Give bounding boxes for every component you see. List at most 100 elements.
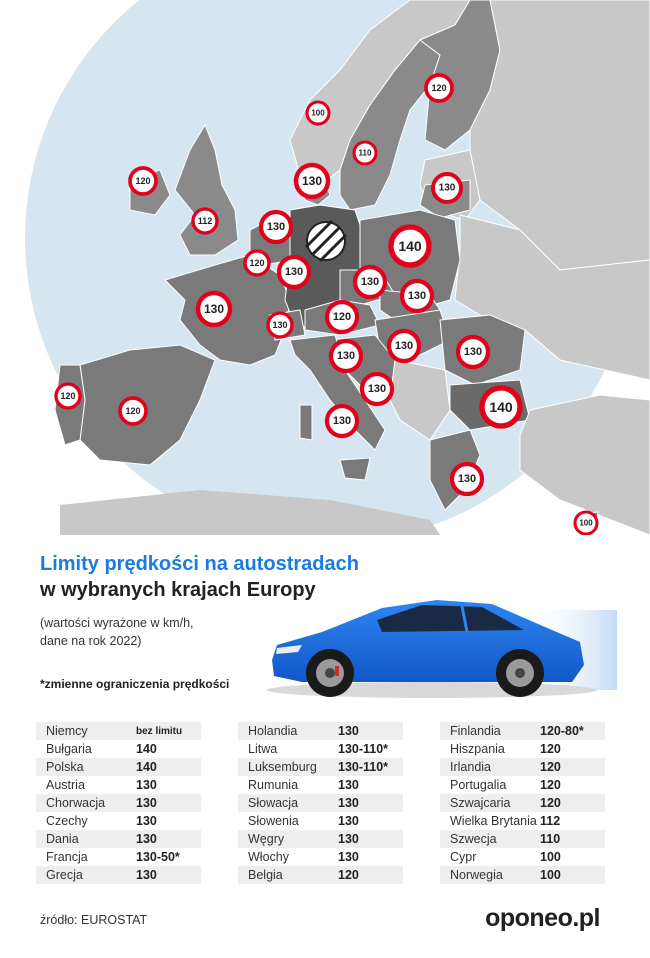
speed-limit-sign: 130 xyxy=(195,290,233,328)
table-row: Włochy 130 xyxy=(238,848,403,866)
country-name: Grecja xyxy=(46,868,83,882)
speed-limit-value: 140 xyxy=(136,742,157,756)
country-sweden xyxy=(339,39,441,211)
speed-limit-value: 120 xyxy=(540,760,561,774)
table-row: Chorwacja 130 xyxy=(36,794,201,812)
country-name: Holandia xyxy=(248,724,298,738)
table-row: Polska 140 xyxy=(36,758,201,776)
speed-limit-value: 130 xyxy=(136,778,157,792)
speed-limit-sign-label: 140 xyxy=(489,399,513,415)
speed-limit-sign: 130 xyxy=(359,371,395,407)
table-row: Finlandia 120-80* xyxy=(440,722,605,740)
speed-table-1: Niemcy bez limitu Bułgaria 140 Polska 140 Aust… xyxy=(36,722,201,884)
speed-limit-sign-label: 130 xyxy=(458,473,476,485)
speed-limit-sign: 120 xyxy=(424,73,454,103)
country-name: Szwajcaria xyxy=(450,796,511,810)
table-row: Belgia 120 xyxy=(238,866,403,884)
speed-limit-value: 120 xyxy=(540,742,561,756)
speed-limit-sign: 120 xyxy=(243,249,271,277)
speed-limit-sign: 120 xyxy=(118,396,148,426)
speed-limit-sign-label: 140 xyxy=(398,238,422,254)
speed-limit-sign-label: 112 xyxy=(198,216,213,226)
speed-limit-value: 130 xyxy=(338,796,359,810)
speed-limit-sign-label: 100 xyxy=(311,109,325,118)
speed-limit-sign-label: 120 xyxy=(333,311,351,323)
table-row: Szwajcaria 120 xyxy=(440,794,605,812)
country-name: Słowenia xyxy=(248,814,299,828)
speed-limit-value: 110 xyxy=(540,832,561,846)
speed-limit-value: 140 xyxy=(136,760,157,774)
country-name: Polska xyxy=(46,760,84,774)
country-name: Niemcy xyxy=(46,724,88,738)
table-row: Hiszpania 120 xyxy=(440,740,605,758)
speed-table-2: Holandia 130 Litwa 130-110* Luksemburg 130-11… xyxy=(238,722,403,884)
speed-limit-sign-label: 130 xyxy=(368,383,386,395)
country-name: Chorwacja xyxy=(46,796,106,810)
table-row: Litwa 130-110* xyxy=(238,740,403,758)
speed-limit-value: 130 xyxy=(136,832,157,846)
speed-table-3: Finlandia 120-80* Hiszpania 120 Irlandia 120 P… xyxy=(440,722,605,884)
speed-limit-value: 112 xyxy=(540,814,561,828)
car-window xyxy=(377,605,524,632)
speed-limit-sign: 130 xyxy=(266,311,294,339)
speed-limit-value: 130-110* xyxy=(338,760,389,774)
speed-limit-value: 120-80* xyxy=(540,724,584,738)
subtitle-line-1: (wartości wyrażone w km/h, xyxy=(40,616,194,630)
speed-limit-value: 120 xyxy=(540,778,561,792)
speed-limit-value: 130 xyxy=(136,868,157,882)
speed-limit-value: 130 xyxy=(338,724,359,738)
speed-limit-sign: 100 xyxy=(305,100,331,126)
table-row: Niemcy bez limitu xyxy=(36,722,201,740)
table-row: Wielka Brytania 112 xyxy=(440,812,605,830)
speed-limit-sign-label: 130 xyxy=(285,266,303,278)
speed-limit-sign: 110 xyxy=(352,140,378,166)
speed-limit-sign-label: 130 xyxy=(408,290,426,302)
speed-limit-sign-label: 130 xyxy=(302,174,322,188)
table-row: Dania 130 xyxy=(36,830,201,848)
table-row: Cypr 100 xyxy=(440,848,605,866)
country-name: Litwa xyxy=(248,742,278,756)
table-row: Grecja 130 xyxy=(36,866,201,884)
country-name: Cypr xyxy=(450,850,477,864)
speed-limit-value: 130 xyxy=(338,832,359,846)
speed-limit-value: 130 xyxy=(136,814,157,828)
table-row: Słowenia 130 xyxy=(238,812,403,830)
speed-limit-sign: 130 xyxy=(328,338,364,374)
speed-limit-sign: 130 xyxy=(293,162,331,200)
table-row: Czechy 130 xyxy=(36,812,201,830)
country-name: Austria xyxy=(46,778,85,792)
speed-limit-sign-label: 110 xyxy=(359,149,372,158)
speed-limit-sign: 130 xyxy=(386,328,422,364)
table-row: Bułgaria 140 xyxy=(36,740,201,758)
speed-limit-sign-label: 130 xyxy=(333,415,351,427)
oponeo-logo: oponeo.pl xyxy=(485,904,600,932)
country-name: Bułgaria xyxy=(46,742,92,756)
speed-limit-value: 130 xyxy=(338,778,359,792)
speed-limit-sign: 120 xyxy=(324,299,360,335)
table-row: Holandia 130 xyxy=(238,722,403,740)
subtitle-line-2: dane na rok 2022) xyxy=(40,634,142,648)
speed-limit-value: 130-110* xyxy=(338,742,389,756)
speed-limit-sign: 130 xyxy=(431,172,463,204)
speed-limit-sign: 120 xyxy=(54,382,82,410)
speed-limit-sign: 130 xyxy=(455,334,491,370)
speed-limit-sign-label: 120 xyxy=(135,176,150,186)
table-row: Węgry 130 xyxy=(238,830,403,848)
speed-limit-sign-label: 130 xyxy=(464,346,482,358)
title-line-1: Limity prędkości na autostradach xyxy=(40,553,359,575)
speed-limit-sign: 100 xyxy=(573,510,599,535)
table-row: Słowacja 130 xyxy=(238,794,403,812)
speed-limit-sign-label: 130 xyxy=(272,320,287,330)
country-name: Rumunia xyxy=(248,778,299,792)
speed-limit-sign-label: 130 xyxy=(337,350,355,362)
country-name: Czechy xyxy=(46,814,88,828)
country-name: Portugalia xyxy=(450,778,507,792)
country-belarus-ukraine xyxy=(454,214,650,381)
speed-limit-value: 100 xyxy=(540,868,561,882)
country-turkey xyxy=(519,394,650,535)
speed-limit-sign-label: 120 xyxy=(431,83,446,93)
north-africa xyxy=(60,490,440,535)
table-row: Francja 130-50* xyxy=(36,848,201,866)
country-sardinia xyxy=(299,404,313,441)
speed-limit-value: 130 xyxy=(338,814,359,828)
